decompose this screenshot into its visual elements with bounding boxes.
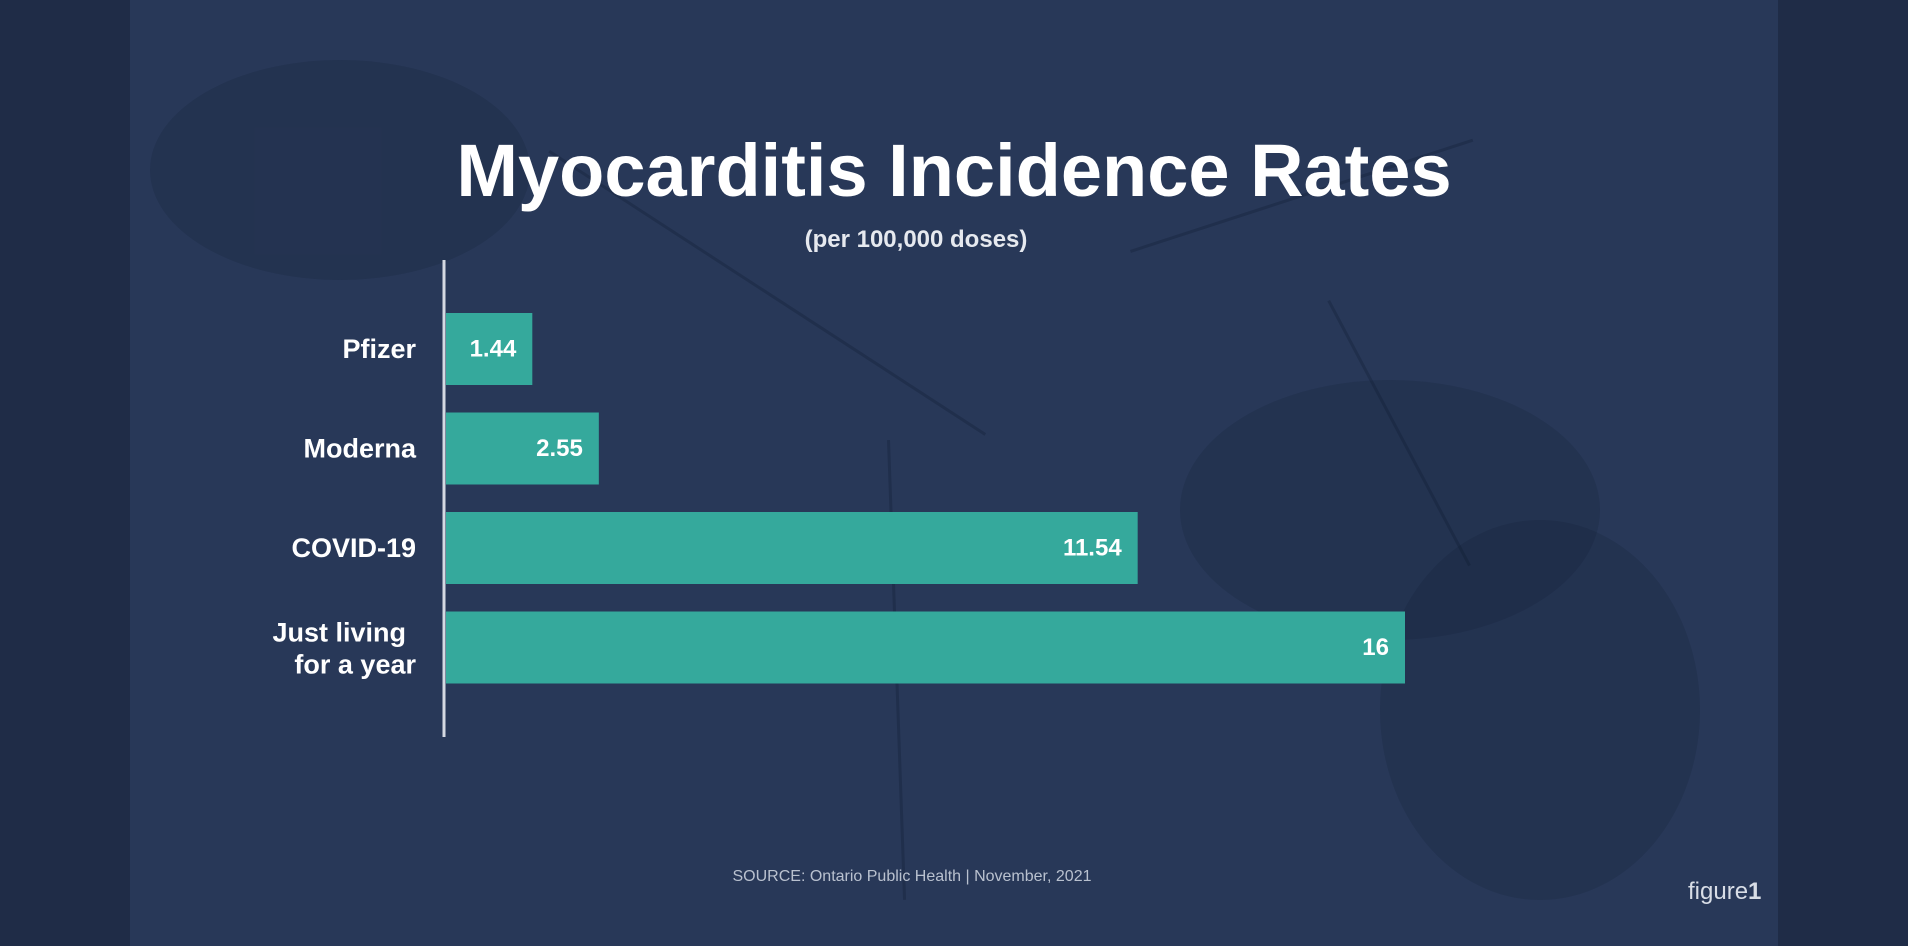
- bar-1: [446, 412, 599, 485]
- bar-2: [446, 512, 1138, 584]
- chart-subtitle: (per 100,000 doses): [804, 226, 1028, 253]
- category-label-2: COVID-19: [291, 533, 416, 563]
- source-note: SOURCE: Ontario Public Health | November…: [732, 868, 1092, 885]
- value-label-1: 2.55: [536, 435, 583, 462]
- bar-3: [446, 611, 1405, 684]
- category-label-1: Moderna: [303, 434, 416, 464]
- brand-word: figure: [1688, 878, 1749, 905]
- category-label-0: Pfizer: [342, 334, 416, 364]
- brand-logo: figure1: [1688, 878, 1761, 906]
- category-label-3: Just living for a year: [272, 618, 416, 680]
- chart-title: Myocarditis Incidence Rates: [456, 129, 1452, 212]
- value-label-2: 11.54: [1063, 535, 1122, 562]
- bar-0: [446, 313, 533, 385]
- value-label-0: 1.44: [470, 336, 517, 363]
- background-panel: [130, 0, 1778, 946]
- value-label-3: 16: [1362, 634, 1389, 661]
- brand-digit: 1: [1748, 878, 1762, 905]
